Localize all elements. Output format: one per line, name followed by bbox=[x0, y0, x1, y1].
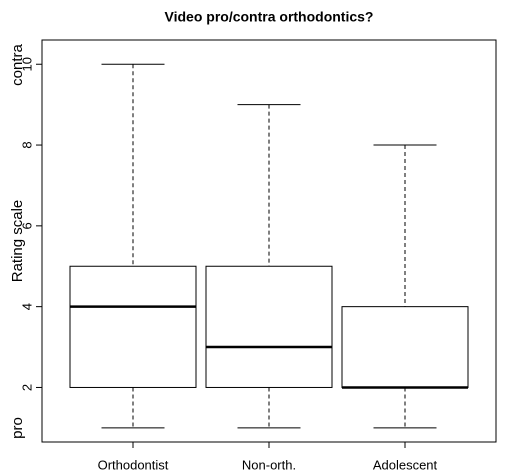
x-tick-label: Non-orth. bbox=[242, 457, 296, 472]
y-tick-label: 6 bbox=[19, 222, 34, 229]
chart-title: Video pro/contra orthodontics? bbox=[165, 9, 374, 25]
x-tick-label: Orthodontist bbox=[98, 457, 169, 472]
y-tick-label: 10 bbox=[19, 57, 34, 71]
box bbox=[341, 306, 469, 388]
y-axis-label: Rating scale bbox=[9, 200, 26, 283]
annotation: pro bbox=[9, 417, 26, 439]
y-tick-label: 8 bbox=[19, 141, 34, 148]
annotation: contra bbox=[9, 44, 26, 86]
y-tick-label: 2 bbox=[19, 384, 34, 391]
x-tick-label: Adolescent bbox=[373, 457, 438, 472]
box bbox=[69, 265, 197, 388]
box bbox=[205, 265, 333, 388]
y-tick-label: 4 bbox=[19, 303, 34, 310]
